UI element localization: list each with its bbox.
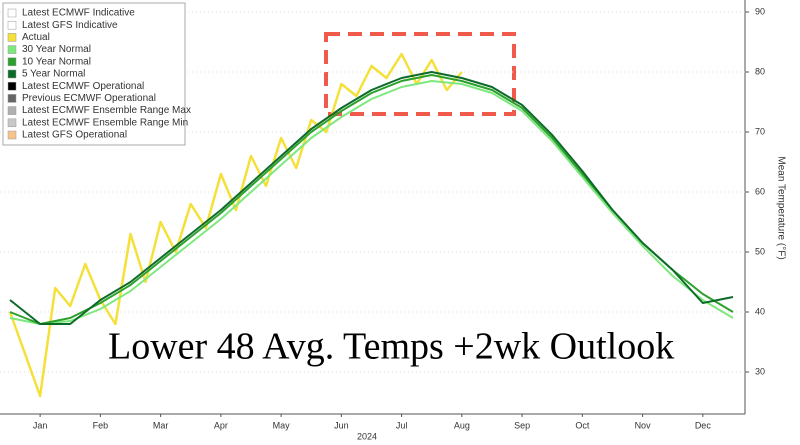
y-axis-label: Mean Temperature (°F): [775, 156, 786, 259]
legend-swatch: [7, 45, 17, 54]
y-tick-label: 90: [755, 6, 765, 16]
legend-swatch: [7, 8, 17, 18]
x-tick-label: Jun: [334, 420, 349, 430]
legend-swatch: [7, 81, 17, 91]
x-tick-label: Jul: [396, 420, 408, 430]
series-line: [8, 52, 463, 398]
legend-swatch: [7, 130, 17, 140]
legend-swatch: [7, 94, 17, 103]
x-tick-label: Feb: [93, 420, 109, 430]
x-tick-label: Aug: [454, 420, 470, 430]
legend-label: Latest GFS Operational: [22, 130, 127, 141]
y-tick-label: 60: [755, 186, 765, 196]
legend-swatch: [7, 106, 17, 115]
legend-label: 30 Year Normal: [22, 44, 91, 55]
legend-label: Latest ECMWF Ensemble Range Min: [22, 117, 188, 128]
highlight-box: [324, 32, 516, 116]
x-tick-label: Nov: [635, 420, 652, 430]
x-tick-label: Apr: [214, 420, 228, 430]
x-tick-label: Mar: [153, 420, 169, 430]
annotation: Lower 48 Avg. Temps +2wk Outlook: [108, 326, 674, 368]
legend-label: Previous ECMWF Operational: [22, 93, 156, 104]
x-tick-label: Oct: [575, 420, 590, 430]
series-line: [9, 80, 734, 325]
x-axis-label: 2024: [357, 431, 377, 441]
legend-label: Latest ECMWF Ensemble Range Max: [22, 105, 191, 116]
plot-area: 30 40 50 60 70 80 90 Jan Feb Mar Apr May Jun Jul Aug Se…: [0, 6, 765, 430]
legend-label: 10 Year Normal: [22, 56, 91, 67]
legend-label: Latest GFS Indicative: [22, 20, 118, 31]
x-tick-label: May: [273, 420, 291, 430]
x-tick-label: Dec: [695, 420, 712, 430]
legend-label: Latest ECMWF Operational: [22, 81, 144, 92]
legend-swatch: [7, 20, 17, 30]
y-tick-label: 80: [755, 66, 765, 76]
y-tick-label: 40: [755, 306, 765, 316]
x-tick-label: Sep: [514, 420, 530, 430]
legend-swatch: [7, 118, 17, 128]
legend-label: 5 Year Normal: [22, 69, 85, 80]
legend-label: Latest ECMWF Indicative: [22, 8, 135, 19]
legend-swatch: [7, 69, 17, 79]
y-tick-label: 50: [755, 246, 765, 256]
legend-swatch: [7, 57, 17, 67]
legend: [2, 2, 186, 146]
legend-label: Actual: [22, 32, 50, 43]
legend-swatch: [7, 33, 17, 42]
series-line: [9, 71, 734, 325]
y-tick-label: 70: [755, 126, 765, 136]
x-tick-label: Jan: [33, 420, 48, 430]
y-tick-label: 30: [755, 366, 765, 376]
